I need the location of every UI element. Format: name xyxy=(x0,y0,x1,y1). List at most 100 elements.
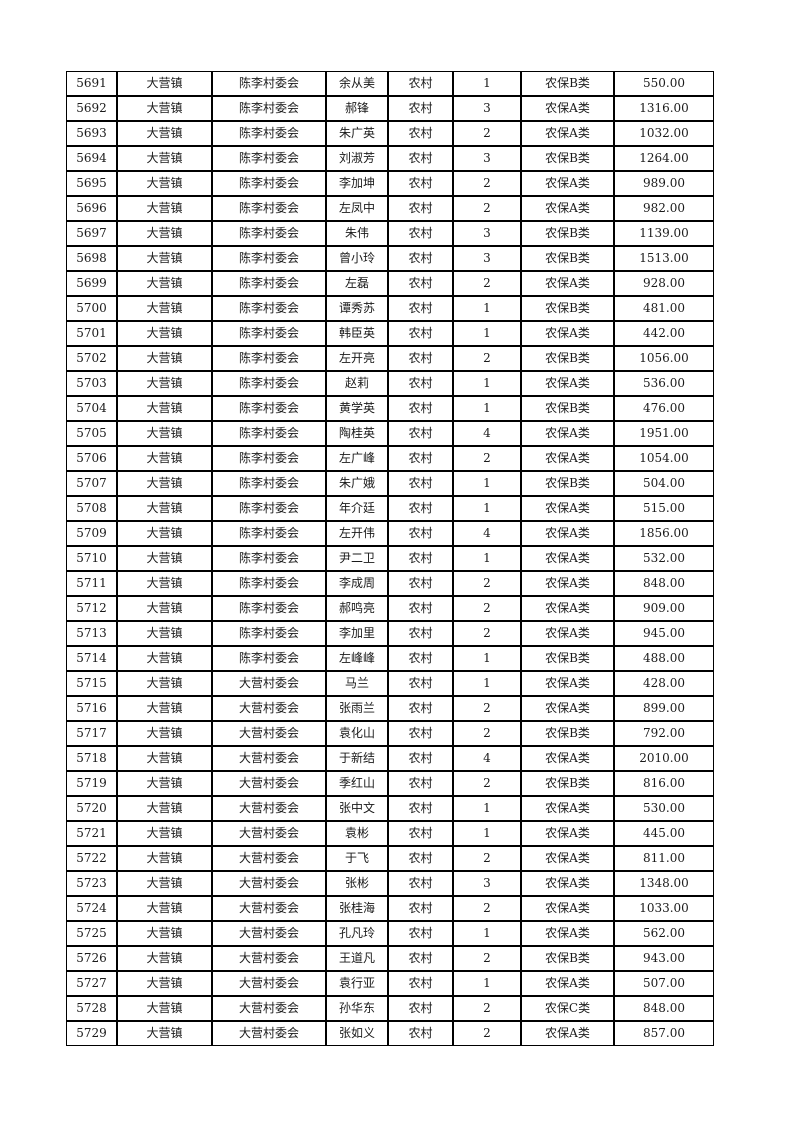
cell-town: 大营镇 xyxy=(117,571,212,596)
cell-town: 大营镇 xyxy=(117,996,212,1021)
cell-id: 5729 xyxy=(66,1021,117,1046)
cell-count: 4 xyxy=(453,521,521,546)
cell-category: 农保C类 xyxy=(521,996,614,1021)
cell-amount: 1513.00 xyxy=(614,246,714,271)
cell-name: 黄学英 xyxy=(326,396,388,421)
cell-count: 1 xyxy=(453,496,521,521)
cell-count: 2 xyxy=(453,896,521,921)
cell-category: 农保A类 xyxy=(521,321,614,346)
cell-name: 曾小玲 xyxy=(326,246,388,271)
cell-name: 袁行亚 xyxy=(326,971,388,996)
table-row: 5698 大营镇 陈李村委会 曾小玲 农村 3 农保B类 1513.00 xyxy=(66,246,714,271)
cell-residence: 农村 xyxy=(388,846,453,871)
cell-id: 5710 xyxy=(66,546,117,571)
cell-residence: 农村 xyxy=(388,871,453,896)
table-row: 5720 大营镇 大营村委会 张中文 农村 1 农保A类 530.00 xyxy=(66,796,714,821)
cell-id: 5718 xyxy=(66,746,117,771)
cell-village: 陈李村委会 xyxy=(212,371,326,396)
table-row: 5708 大营镇 陈李村委会 年介廷 农村 1 农保A类 515.00 xyxy=(66,496,714,521)
cell-amount: 550.00 xyxy=(614,71,714,96)
table-row: 5694 大营镇 陈李村委会 刘淑芳 农村 3 农保B类 1264.00 xyxy=(66,146,714,171)
cell-town: 大营镇 xyxy=(117,446,212,471)
cell-village: 大营村委会 xyxy=(212,746,326,771)
cell-village: 陈李村委会 xyxy=(212,521,326,546)
table-row: 5703 大营镇 陈李村委会 赵莉 农村 1 农保A类 536.00 xyxy=(66,371,714,396)
cell-name: 张中文 xyxy=(326,796,388,821)
cell-category: 农保B类 xyxy=(521,146,614,171)
cell-residence: 农村 xyxy=(388,196,453,221)
cell-count: 1 xyxy=(453,471,521,496)
cell-count: 4 xyxy=(453,421,521,446)
cell-village: 陈李村委会 xyxy=(212,421,326,446)
cell-amount: 1139.00 xyxy=(614,221,714,246)
cell-town: 大营镇 xyxy=(117,721,212,746)
cell-id: 5715 xyxy=(66,671,117,696)
cell-count: 1 xyxy=(453,646,521,671)
cell-count: 2 xyxy=(453,346,521,371)
cell-category: 农保A类 xyxy=(521,446,614,471)
cell-name: 孔凡玲 xyxy=(326,921,388,946)
cell-category: 农保B类 xyxy=(521,221,614,246)
cell-town: 大营镇 xyxy=(117,246,212,271)
cell-residence: 农村 xyxy=(388,646,453,671)
table-row: 5716 大营镇 大营村委会 张雨兰 农村 2 农保A类 899.00 xyxy=(66,696,714,721)
cell-town: 大营镇 xyxy=(117,346,212,371)
cell-residence: 农村 xyxy=(388,371,453,396)
cell-village: 大营村委会 xyxy=(212,721,326,746)
cell-id: 5719 xyxy=(66,771,117,796)
cell-village: 大营村委会 xyxy=(212,846,326,871)
table-row: 5693 大营镇 陈李村委会 朱广英 农村 2 农保A类 1032.00 xyxy=(66,121,714,146)
cell-town: 大营镇 xyxy=(117,371,212,396)
table-row: 5713 大营镇 陈李村委会 李加里 农村 2 农保A类 945.00 xyxy=(66,621,714,646)
cell-count: 2 xyxy=(453,171,521,196)
cell-amount: 848.00 xyxy=(614,571,714,596)
cell-name: 李加里 xyxy=(326,621,388,646)
cell-village: 陈李村委会 xyxy=(212,96,326,121)
cell-count: 1 xyxy=(453,71,521,96)
cell-village: 陈李村委会 xyxy=(212,621,326,646)
cell-amount: 507.00 xyxy=(614,971,714,996)
table-row: 5702 大营镇 陈李村委会 左开亮 农村 2 农保B类 1056.00 xyxy=(66,346,714,371)
cell-residence: 农村 xyxy=(388,796,453,821)
table-row: 5705 大营镇 陈李村委会 陶桂英 农村 4 农保A类 1951.00 xyxy=(66,421,714,446)
cell-name: 尹二卫 xyxy=(326,546,388,571)
cell-category: 农保A类 xyxy=(521,371,614,396)
cell-category: 农保B类 xyxy=(521,346,614,371)
cell-category: 农保B类 xyxy=(521,396,614,421)
cell-category: 农保A类 xyxy=(521,971,614,996)
cell-name: 王道凡 xyxy=(326,946,388,971)
cell-village: 陈李村委会 xyxy=(212,396,326,421)
table-row: 5704 大营镇 陈李村委会 黄学英 农村 1 农保B类 476.00 xyxy=(66,396,714,421)
cell-village: 陈李村委会 xyxy=(212,546,326,571)
cell-residence: 农村 xyxy=(388,721,453,746)
cell-residence: 农村 xyxy=(388,521,453,546)
cell-count: 1 xyxy=(453,396,521,421)
cell-town: 大营镇 xyxy=(117,896,212,921)
cell-name: 左开亮 xyxy=(326,346,388,371)
cell-name: 左开伟 xyxy=(326,521,388,546)
cell-name: 张彬 xyxy=(326,871,388,896)
cell-count: 2 xyxy=(453,1021,521,1046)
table-row: 5726 大营镇 大营村委会 王道凡 农村 2 农保B类 943.00 xyxy=(66,946,714,971)
cell-amount: 899.00 xyxy=(614,696,714,721)
cell-category: 农保A类 xyxy=(521,171,614,196)
cell-name: 袁化山 xyxy=(326,721,388,746)
cell-name: 张雨兰 xyxy=(326,696,388,721)
cell-village: 陈李村委会 xyxy=(212,246,326,271)
cell-amount: 909.00 xyxy=(614,596,714,621)
cell-category: 农保A类 xyxy=(521,121,614,146)
table-row: 5696 大营镇 陈李村委会 左凤中 农村 2 农保A类 982.00 xyxy=(66,196,714,221)
cell-town: 大营镇 xyxy=(117,96,212,121)
cell-residence: 农村 xyxy=(388,146,453,171)
cell-category: 农保A类 xyxy=(521,871,614,896)
cell-count: 2 xyxy=(453,696,521,721)
cell-count: 1 xyxy=(453,546,521,571)
cell-category: 农保A类 xyxy=(521,521,614,546)
table-body: 5691 大营镇 陈李村委会 余从美 农村 1 农保B类 550.00 5692 大营镇 陈李村委会… xyxy=(66,71,714,1046)
cell-residence: 农村 xyxy=(388,121,453,146)
cell-id: 5699 xyxy=(66,271,117,296)
cell-category: 农保B类 xyxy=(521,721,614,746)
cell-town: 大营镇 xyxy=(117,646,212,671)
cell-residence: 农村 xyxy=(388,946,453,971)
table-row: 5727 大营镇 大营村委会 袁行亚 农村 1 农保A类 507.00 xyxy=(66,971,714,996)
